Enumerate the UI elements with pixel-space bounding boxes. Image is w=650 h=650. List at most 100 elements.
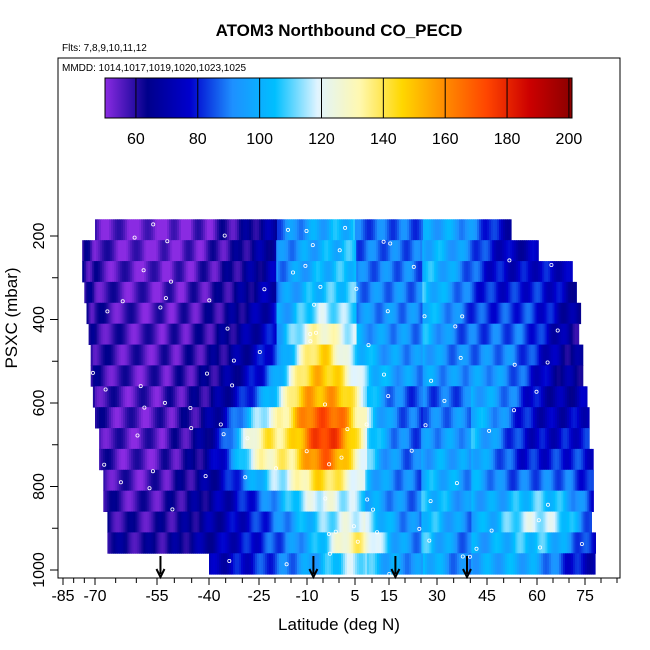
heatmap-cell — [288, 261, 291, 283]
heatmap-cell — [581, 448, 584, 471]
heatmap-cell — [172, 281, 175, 304]
heatmap-cell — [169, 407, 172, 429]
heatmap-cell — [176, 344, 180, 366]
heatmap-cell — [447, 407, 450, 429]
heatmap-cell — [140, 261, 143, 283]
heatmap-cell — [493, 511, 496, 533]
heatmap-cell — [145, 448, 148, 471]
heatmap-cell — [92, 281, 95, 304]
heatmap-cell — [417, 407, 420, 429]
heatmap-cell — [190, 365, 194, 387]
heatmap-cell — [416, 302, 420, 325]
heatmap-cell — [397, 428, 400, 450]
heatmap-cell — [351, 407, 354, 429]
heatmap-cell — [421, 219, 424, 241]
heatmap-cell — [531, 532, 534, 554]
heatmap-cell — [296, 365, 300, 387]
heatmap-cell — [327, 448, 330, 471]
heatmap-cell — [493, 428, 496, 450]
heatmap-cell — [315, 428, 318, 450]
heatmap-cell — [176, 261, 179, 283]
heatmap-cell — [381, 469, 384, 492]
heatmap-cell — [198, 302, 202, 325]
heatmap-cell — [508, 323, 512, 345]
heatmap-cell — [220, 344, 224, 366]
heatmap-cell — [216, 365, 220, 387]
heatmap-cell — [421, 511, 424, 533]
heatmap-cell — [142, 302, 146, 325]
heatmap-cell — [237, 448, 240, 471]
heatmap-cell — [119, 428, 122, 450]
heatmap-cell — [419, 219, 422, 241]
heatmap-cell — [173, 490, 176, 512]
heatmap-cell — [409, 532, 412, 554]
heatmap-cell — [235, 219, 238, 241]
heatmap-cell — [434, 323, 438, 345]
heatmap-cell — [195, 428, 198, 450]
heatmap-cell — [377, 448, 380, 471]
heatmap-cell — [179, 219, 182, 241]
heatmap-cell — [347, 553, 350, 575]
observation-point — [204, 371, 209, 376]
heatmap-cell — [356, 302, 360, 325]
heatmap-cell — [329, 532, 332, 554]
heatmap-cell — [545, 407, 548, 429]
heatmap-cell — [354, 386, 358, 408]
heatmap-cell — [108, 386, 112, 408]
heatmap-cell — [568, 281, 571, 304]
heatmap-cell — [96, 344, 100, 366]
heatmap-cell — [318, 386, 322, 408]
heatmap-cell — [459, 532, 462, 554]
heatmap-cell — [276, 344, 280, 366]
heatmap-cell — [520, 365, 524, 387]
heatmap-cell — [568, 323, 572, 345]
heatmap-cell — [288, 240, 291, 262]
heatmap-cell — [387, 407, 390, 429]
heatmap-cell — [84, 281, 87, 304]
heatmap-cell — [125, 219, 128, 241]
heatmap-cell — [361, 469, 364, 492]
heatmap-cell — [156, 323, 160, 345]
heatmap-cell — [149, 219, 152, 241]
heatmap-cell — [495, 553, 498, 575]
heatmap-cell — [239, 469, 242, 492]
heatmap-cell — [162, 386, 166, 408]
heatmap-cell — [296, 261, 299, 283]
heatmap-cell — [149, 407, 152, 429]
heatmap-cell — [417, 553, 420, 575]
heatmap-cell — [374, 323, 378, 345]
heatmap-cell — [260, 386, 264, 408]
heatmap-cell — [179, 511, 182, 533]
heatmap-cell — [96, 365, 100, 387]
heatmap-cell — [404, 261, 407, 283]
heatmap-cell — [138, 261, 141, 283]
heatmap-cell — [110, 261, 113, 283]
heatmap-cell — [424, 323, 428, 345]
heatmap-cell — [545, 428, 548, 450]
heatmap-cell — [107, 407, 110, 429]
heatmap-cell — [182, 386, 186, 408]
heatmap-cell — [452, 281, 455, 304]
heatmap-cell — [409, 219, 412, 241]
heatmap-cell — [444, 240, 447, 262]
heatmap-cell — [299, 448, 302, 471]
heatmap-cell — [462, 240, 465, 262]
heatmap-cell — [175, 511, 178, 533]
heatmap-cell — [587, 511, 590, 533]
heatmap-cell — [412, 281, 415, 304]
heatmap-cell — [239, 428, 242, 450]
heatmap-cell — [412, 386, 416, 408]
heatmap-cell — [559, 428, 562, 450]
heatmap-cell — [481, 469, 484, 492]
heatmap-cell — [568, 302, 572, 325]
heatmap-cell — [313, 428, 316, 450]
heatmap-cell — [360, 302, 364, 325]
heatmap-cell — [334, 240, 337, 262]
heatmap-cell — [289, 407, 292, 429]
heatmap-cell — [351, 490, 354, 512]
heatmap-cell — [523, 490, 526, 512]
heatmap-cell — [164, 365, 168, 387]
heatmap-cell — [303, 553, 306, 575]
heatmap-cell — [231, 532, 234, 554]
heatmap-cell — [99, 219, 102, 241]
